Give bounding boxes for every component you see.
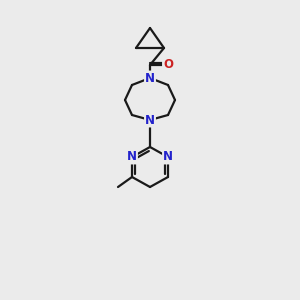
Text: N: N bbox=[145, 71, 155, 85]
Text: O: O bbox=[163, 58, 173, 71]
Text: N: N bbox=[163, 151, 173, 164]
Text: N: N bbox=[127, 151, 137, 164]
Text: N: N bbox=[145, 113, 155, 127]
